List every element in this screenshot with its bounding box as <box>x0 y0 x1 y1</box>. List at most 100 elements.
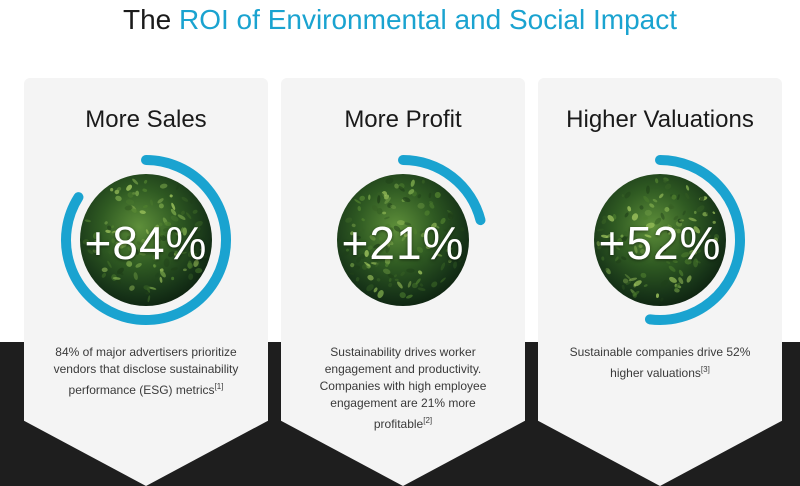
leaf-texture <box>440 277 446 283</box>
leaf-texture <box>425 243 432 249</box>
leaf-texture <box>460 227 465 232</box>
leaf-texture <box>415 278 421 285</box>
leaf-texture <box>136 241 141 246</box>
leaf-texture <box>643 238 648 246</box>
leaf-texture <box>685 192 690 200</box>
leaf-texture <box>453 261 458 269</box>
leaf-texture <box>168 251 175 258</box>
leaf-texture <box>631 213 639 221</box>
leaf-texture <box>93 232 99 240</box>
leaf-texture <box>174 227 179 234</box>
card-more-sales: More Sales +84% 84% of major advertisers… <box>24 78 268 486</box>
footnote-ref[interactable]: [1] <box>214 382 224 391</box>
leaf-texture <box>82 239 90 245</box>
leaf-texture <box>373 243 380 249</box>
leaf-texture <box>150 199 154 206</box>
leaf-texture <box>385 177 394 184</box>
leaf-texture <box>649 203 655 208</box>
leaf-texture <box>400 271 405 276</box>
leaf-texture <box>691 230 697 239</box>
leaf-texture <box>192 209 198 214</box>
footnote-ref[interactable]: [2] <box>423 416 433 425</box>
leaf-texture <box>411 227 417 235</box>
leaf-texture <box>126 227 131 237</box>
leaf-texture <box>677 218 683 224</box>
leaf-texture <box>678 239 684 244</box>
card-value: +21% <box>341 217 465 269</box>
leaf-texture <box>429 203 435 209</box>
leaf-texture <box>643 195 650 203</box>
leaf-texture <box>693 210 697 215</box>
leaf-texture <box>126 235 132 241</box>
leaf-texture <box>663 179 667 183</box>
leaf-texture <box>133 272 138 281</box>
card-heading: More Profit <box>344 106 462 133</box>
leaf-texture <box>644 234 652 238</box>
leaf-texture <box>434 225 440 229</box>
leaf-texture <box>621 284 625 290</box>
leaf-texture <box>127 191 134 198</box>
leaf-texture <box>115 195 122 202</box>
leaf-texture <box>664 207 670 212</box>
leaf-texture <box>684 258 692 265</box>
leaf-texture <box>388 278 392 282</box>
leaf-texture <box>104 221 108 225</box>
leaf-texture <box>135 262 142 268</box>
leaf-texture <box>678 269 684 277</box>
leaf-texture <box>645 247 651 254</box>
leaf-texture <box>364 250 369 258</box>
leaf-texture <box>417 270 423 275</box>
leaf-texture <box>153 230 158 235</box>
leaf-texture <box>693 226 701 234</box>
leaf-texture <box>109 231 117 237</box>
leaf-texture <box>116 267 124 275</box>
leaf-texture <box>171 276 175 281</box>
progress-ring <box>61 155 231 325</box>
leaf-texture <box>434 192 441 199</box>
leaf-texture <box>382 211 387 215</box>
leaf-texture <box>417 194 422 199</box>
leaf-texture <box>640 249 646 254</box>
leaf-texture <box>444 239 449 244</box>
leaf-texture <box>624 191 631 199</box>
leaf-texture <box>407 226 412 234</box>
leaf-texture <box>170 232 178 237</box>
leaf-texture <box>693 258 699 268</box>
progress-ring <box>594 155 745 325</box>
leaf-texture <box>201 254 207 259</box>
leaf-texture <box>642 216 648 220</box>
leaf-texture <box>132 178 139 185</box>
leaf-texture <box>359 228 365 232</box>
leaf-texture <box>447 212 454 220</box>
leaf-texture <box>366 284 374 292</box>
leaf-texture <box>600 242 605 247</box>
leaf-texture <box>357 205 361 212</box>
leaf-texture <box>360 253 366 259</box>
leaf-texture <box>143 179 148 184</box>
leaf-texture <box>142 188 148 192</box>
leaf-texture <box>377 290 384 299</box>
title-prefix: The <box>122 4 172 35</box>
leaf-texture <box>660 279 668 287</box>
leaf-texture <box>170 267 178 271</box>
leaf-texture <box>443 229 450 233</box>
leaf-texture <box>625 280 632 286</box>
leaf-texture <box>187 260 192 269</box>
leaf-texture <box>110 188 114 192</box>
leaf-texture <box>152 236 162 242</box>
card-heading: More Sales <box>85 106 207 133</box>
leaf-texture <box>689 249 698 256</box>
footnote-ref[interactable]: [3] <box>700 365 710 374</box>
leaf-texture <box>353 265 361 270</box>
card-value: +84% <box>84 217 208 269</box>
leaf-texture <box>419 283 424 287</box>
leaf-texture <box>114 189 120 195</box>
leaf-texture <box>177 214 186 220</box>
leaf-texture <box>643 284 648 287</box>
leaf-texture <box>129 285 135 291</box>
leaf-texture <box>388 227 394 233</box>
leaf-texture <box>666 261 671 264</box>
leaf-texture <box>141 239 146 244</box>
leaf-texture <box>417 287 426 291</box>
